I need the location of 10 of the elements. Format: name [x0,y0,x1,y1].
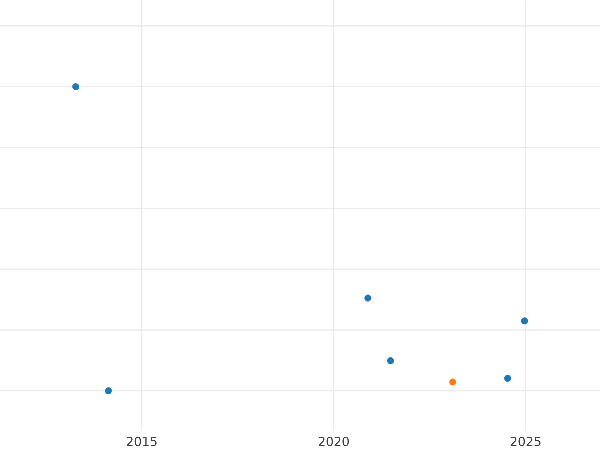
point [364,295,372,302]
x-tick-label: 2015 [127,437,157,447]
point [504,375,512,382]
point [387,358,394,365]
point [105,388,112,395]
point [521,318,528,325]
point [72,84,80,91]
x-tick-label: 2020 [318,437,350,447]
point [449,378,456,386]
x-tick-label: 2025 [510,437,541,447]
